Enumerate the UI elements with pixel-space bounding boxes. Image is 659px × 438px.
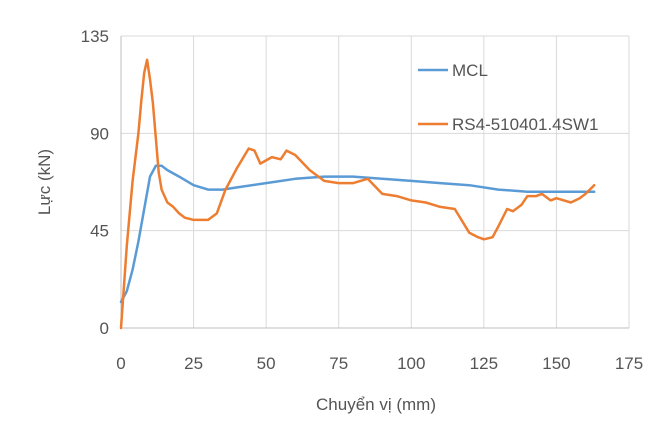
x-axis-label: Chuyển vị (mm) (316, 395, 436, 414)
x-tick-label: 50 (257, 354, 276, 373)
legend-label: MCL (452, 61, 488, 80)
x-tick-label: 0 (116, 354, 125, 373)
y-tick-label: 90 (90, 124, 109, 143)
x-tick-label: 175 (615, 354, 643, 373)
series-line-mcl (119, 164, 596, 304)
y-tick-label: 0 (100, 319, 109, 338)
series-line-rs4 (119, 58, 596, 330)
series-group (119, 58, 596, 330)
x-tick-label: 150 (542, 354, 570, 373)
legend-label: RS4-510401.4SW1 (452, 115, 598, 134)
y-axis-label: Lực (kN) (35, 149, 54, 215)
x-tick-label: 75 (329, 354, 348, 373)
grid (120, 35, 630, 329)
x-tick-label: 100 (397, 354, 425, 373)
legend: MCL RS4-510401.4SW1 (418, 61, 598, 134)
axes: 0 45 90 135 0 25 50 75 100 125 150 175 (81, 27, 644, 373)
y-tick-label: 135 (81, 27, 109, 46)
x-tick-label: 25 (184, 354, 203, 373)
y-tick-label: 45 (90, 222, 109, 241)
x-tick-label: 125 (470, 354, 498, 373)
